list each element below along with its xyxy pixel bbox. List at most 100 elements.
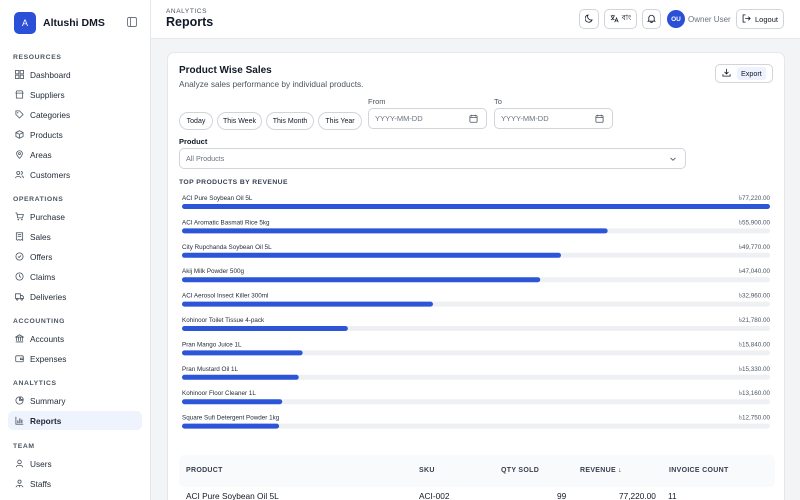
sidebar-item-label: Expenses — [30, 353, 67, 364]
bar[interactable] — [182, 228, 608, 234]
range-week-button[interactable]: This Week — [217, 112, 262, 130]
bar-label: ACI Pure Soybean Oil 5L — [182, 195, 253, 202]
translate-icon — [610, 14, 619, 25]
truck-icon — [14, 292, 24, 302]
bar-value-label: ৳15,840.00 — [739, 341, 771, 348]
cart-icon — [14, 212, 24, 222]
wallet-icon — [14, 354, 24, 364]
range-month-button[interactable]: This Month — [266, 112, 314, 130]
bar[interactable] — [182, 374, 299, 380]
sidebar-item-label: Claims — [30, 271, 56, 282]
sidebar-item-label: Deliveries — [30, 291, 67, 302]
range-year-button[interactable]: This Year — [318, 112, 362, 130]
sidebar-item-categories[interactable]: Categories — [8, 105, 142, 124]
card-subtitle: Analyze sales performance by individual … — [179, 79, 364, 89]
sidebar-item-label: Customers — [30, 169, 71, 180]
revenue-bar-chart: ACI Pure Soybean Oil 5L ৳77,220.00 ACI Aro… — [182, 195, 771, 429]
bar[interactable] — [182, 326, 348, 331]
tag-icon — [14, 110, 24, 120]
nav-section-resources: RESOURCES — [13, 54, 62, 61]
from-label: From — [368, 97, 386, 106]
bar[interactable] — [182, 350, 303, 356]
sidebar-item-expenses[interactable]: Expenses — [8, 349, 142, 368]
bar[interactable] — [182, 399, 283, 405]
sidebar-item-sales[interactable]: Sales — [8, 227, 142, 246]
bar[interactable] — [182, 301, 433, 307]
sidebar: A Altushi DMS RESOURCES Dashboard Suppli… — [0, 0, 151, 500]
export-label: Export — [737, 67, 766, 80]
language-label: বাং — [621, 13, 632, 22]
user-name[interactable]: Owner User — [688, 15, 731, 24]
sidebar-item-dashboard[interactable]: Dashboard — [8, 65, 142, 84]
map-pin-icon — [14, 150, 24, 160]
col-revenue[interactable]: REVENUE ↓ — [580, 467, 622, 474]
sidebar-item-suppliers[interactable]: Suppliers — [8, 85, 142, 104]
col-qty-sold[interactable]: QTY SOLD — [501, 467, 540, 474]
moon-icon — [584, 14, 594, 25]
col-invoice-count[interactable]: INVOICE COUNT — [669, 467, 729, 474]
logout-label: Logout — [755, 14, 778, 24]
sidebar-item-accounts[interactable]: Accounts — [8, 329, 142, 348]
bar[interactable] — [182, 252, 561, 258]
brand-name: Altushi DMS — [43, 17, 105, 29]
bar[interactable] — [182, 204, 770, 209]
grid-icon — [14, 70, 24, 80]
logout-button[interactable]: Logout — [736, 9, 784, 29]
bar-value-label: ৳15,330.00 — [739, 366, 771, 373]
product-select[interactable]: All Products — [179, 148, 686, 169]
sidebar-toggle-icon[interactable] — [126, 16, 138, 28]
range-today-button[interactable]: Today — [179, 112, 213, 130]
sidebar-item-users[interactable]: Users — [8, 454, 142, 473]
sidebar-item-summary[interactable]: Summary — [8, 391, 142, 410]
col-sku[interactable]: SKU — [419, 467, 435, 474]
avatar[interactable]: OU — [667, 10, 685, 28]
bar-label: ACI Aerosol Insect Killer 300ml — [182, 293, 268, 300]
nav-section-team: TEAM — [13, 443, 35, 450]
calendar-icon[interactable] — [469, 114, 479, 124]
sidebar-item-reports[interactable]: Reports — [8, 411, 142, 430]
sidebar-item-offers[interactable]: Offers — [8, 247, 142, 266]
staff-icon — [14, 479, 24, 489]
sidebar-item-label: Suppliers — [30, 89, 65, 100]
sidebar-item-label: Sales — [30, 231, 51, 242]
to-date-input[interactable]: YYYY-MM-DD — [494, 108, 613, 129]
bar-value-label: ৳49,770.00 — [739, 244, 771, 251]
chevron-down-icon — [669, 155, 677, 163]
card-title: Product Wise Sales — [179, 65, 272, 76]
brand[interactable]: A Altushi DMS — [14, 11, 138, 35]
sidebar-item-deliveries[interactable]: Deliveries — [8, 287, 142, 306]
sidebar-item-purchase[interactable]: Purchase — [8, 207, 142, 226]
sidebar-item-claims[interactable]: Claims — [8, 267, 142, 286]
logout-icon — [742, 13, 751, 25]
table-header: PRODUCT SKU QTY SOLD REVENUE ↓ INVOICE C… — [179, 455, 775, 487]
product-select-value: All Products — [186, 154, 225, 163]
calendar-icon[interactable] — [595, 114, 605, 124]
bar[interactable] — [182, 423, 280, 429]
sidebar-item-products[interactable]: Products — [8, 125, 142, 144]
nav-section-operations: OPERATIONS — [13, 196, 64, 203]
notifications-button[interactable] — [642, 9, 661, 29]
cell-invoices: 11 — [668, 491, 677, 500]
storefront-icon — [14, 90, 24, 100]
badge-icon — [14, 252, 24, 262]
col-product[interactable]: PRODUCT — [186, 467, 223, 474]
from-date-input[interactable]: YYYY-MM-DD — [368, 108, 487, 129]
sidebar-item-label: Dashboard — [30, 69, 71, 80]
sidebar-item-customers[interactable]: Customers — [8, 165, 142, 184]
cell-product: ACI Pure Soybean Oil 5L — [186, 491, 279, 500]
bar-track — [182, 399, 770, 405]
export-button[interactable]: Export — [715, 64, 773, 83]
download-icon — [722, 68, 731, 79]
bar-track — [182, 374, 770, 380]
sidebar-item-label: Reports — [30, 415, 62, 426]
product-wise-sales-card: Product Wise Sales Analyze sales perform… — [167, 52, 785, 500]
pie-icon — [14, 396, 24, 406]
cell-sku: ACI-002 — [419, 491, 450, 500]
bar-value-label: ৳13,160.00 — [739, 390, 771, 397]
sidebar-item-areas[interactable]: Areas — [8, 145, 142, 164]
theme-toggle-button[interactable] — [579, 9, 599, 29]
breadcrumb: ANALYTICS — [166, 8, 208, 15]
sidebar-item-staffs[interactable]: Staffs — [8, 474, 142, 493]
language-button[interactable]: বাং — [604, 9, 637, 29]
bar[interactable] — [182, 277, 541, 283]
